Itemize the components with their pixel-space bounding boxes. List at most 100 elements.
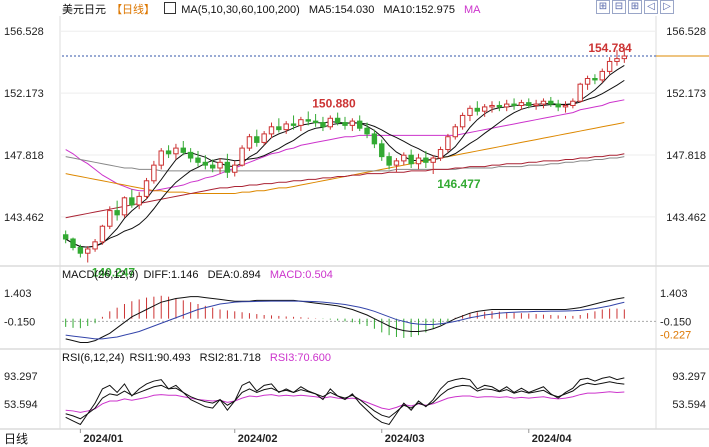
chevron-left-icon[interactable]: ◁	[644, 0, 658, 14]
rsi-axis-tick-right: 93.297	[672, 371, 706, 383]
candle-body	[92, 241, 98, 250]
candle-body	[99, 225, 106, 243]
candle-body	[327, 117, 334, 128]
minus-icon[interactable]: ⊟	[612, 0, 626, 14]
price-annotation: 140.247	[92, 265, 136, 279]
candle-body	[599, 70, 605, 81]
rsi-params-label[interactable]: RSI(6,12,24)	[62, 352, 125, 364]
macd-dea-line	[65, 300, 625, 340]
candle-body	[180, 147, 186, 153]
price-axis-tick-left: 147.818	[4, 150, 44, 162]
candle-body	[393, 160, 400, 166]
candle-body	[452, 126, 458, 138]
candle-body	[511, 103, 517, 106]
candle-body	[195, 157, 201, 163]
candle-body	[305, 119, 311, 122]
candle-body	[70, 238, 76, 249]
candle-body	[165, 150, 172, 155]
ma10-value: MA10:152.975	[383, 4, 455, 16]
candle-body	[209, 164, 216, 169]
candle-body	[121, 197, 128, 216]
candle-body	[570, 100, 576, 106]
candle-body	[592, 78, 598, 81]
period-tab-label[interactable]: 日线	[4, 432, 29, 446]
candle-body	[349, 120, 356, 126]
candle-body	[548, 100, 554, 105]
candle-body	[496, 104, 503, 108]
rsi1-value: RSI1:90.493	[129, 352, 191, 364]
candle-body	[85, 248, 91, 254]
macd-diff-line	[65, 296, 625, 343]
candle-body	[202, 161, 209, 166]
candle-body	[555, 103, 561, 108]
candle-body	[151, 164, 157, 182]
macd-axis-tick-right: 1.403	[660, 288, 688, 300]
candle-body	[371, 133, 378, 145]
price-annotation: 150.880	[312, 96, 356, 110]
candle-body	[143, 180, 150, 197]
rsi1-line	[65, 376, 625, 426]
candle-body	[268, 126, 275, 135]
macd-header: MACD(26,12,9) DIFF:1.146 DEA:0.894 MACD:…	[62, 268, 339, 282]
price-axis-tick-left: 156.528	[4, 26, 44, 38]
candle-body	[415, 157, 422, 165]
ma5-value: MA5:154.030	[308, 4, 375, 16]
macd-axis-tick-left: 1.403	[4, 288, 32, 300]
price-axis-tick-right: 147.818	[666, 150, 706, 162]
macd-axis-tick-right: -0.150	[660, 316, 691, 328]
plus-icon[interactable]: ⊞	[628, 0, 642, 14]
candle-body	[467, 107, 473, 116]
period-label[interactable]: 【日线】	[111, 4, 156, 16]
candle-body	[254, 136, 260, 143]
macd-params-label[interactable]: MACD(26,12,9)	[62, 269, 139, 281]
rsi-axis-tick-left: 93.297	[4, 371, 38, 383]
candle-body	[423, 157, 429, 163]
candle-body	[481, 106, 488, 112]
rsi-header: RSI(6,12,24) RSI1:90.493 RSI2:81.718 RSI…	[62, 351, 337, 365]
candle-body	[614, 58, 620, 62]
ma100-line	[65, 156, 625, 172]
candle-body	[526, 102, 532, 106]
chevron-right-icon[interactable]: ▷	[660, 0, 674, 14]
price-axis-tick-left: 152.173	[4, 88, 44, 100]
candle-body	[445, 136, 451, 151]
ma30-line	[65, 99, 625, 192]
price-axis-tick-left: 143.462	[4, 212, 44, 224]
candle-body	[239, 147, 245, 166]
candle-body	[459, 114, 466, 128]
candle-body	[187, 151, 194, 159]
ma60-line	[65, 122, 625, 195]
candle-body	[77, 247, 84, 254]
candle-icon	[164, 2, 177, 14]
candle-body	[540, 100, 547, 105]
rsi2-value: RSI2:81.718	[199, 352, 261, 364]
ma-extra-label: MA	[464, 4, 481, 16]
ma-params-label[interactable]: MA(5,10,30,60,100,200)	[181, 4, 300, 16]
price-axis-tick-right: 152.173	[666, 88, 706, 100]
candle-body	[356, 120, 363, 129]
candle-body	[430, 157, 436, 163]
price-annotation: 154.784	[588, 41, 632, 55]
candle-body	[504, 103, 510, 108]
candle-body	[584, 78, 591, 85]
candle-body	[401, 154, 407, 162]
x-axis-label: 2024/03	[385, 433, 425, 445]
candle-body	[136, 195, 142, 206]
candle-body	[334, 117, 341, 124]
x-axis-label: 2024/02	[238, 433, 278, 445]
grid-icon[interactable]: ⊞	[596, 0, 610, 14]
candle-body	[261, 133, 267, 143]
candle-body	[518, 102, 525, 106]
candle-body	[217, 161, 223, 169]
candle-body	[379, 143, 385, 158]
macd-dea-value: DEA:0.894	[207, 269, 261, 281]
period-tab[interactable]: 日线	[4, 432, 34, 446]
price-header: 美元日元 【日线】 MA(5,10,30,60,100,200) MA5:154…	[62, 2, 487, 17]
candle-body	[276, 126, 282, 131]
candle-body	[158, 150, 164, 166]
candle-body	[489, 104, 495, 108]
rsi-axis-tick-right: 53.594	[672, 399, 706, 411]
symbol-title: 美元日元	[62, 4, 106, 16]
candle-body	[474, 107, 481, 112]
